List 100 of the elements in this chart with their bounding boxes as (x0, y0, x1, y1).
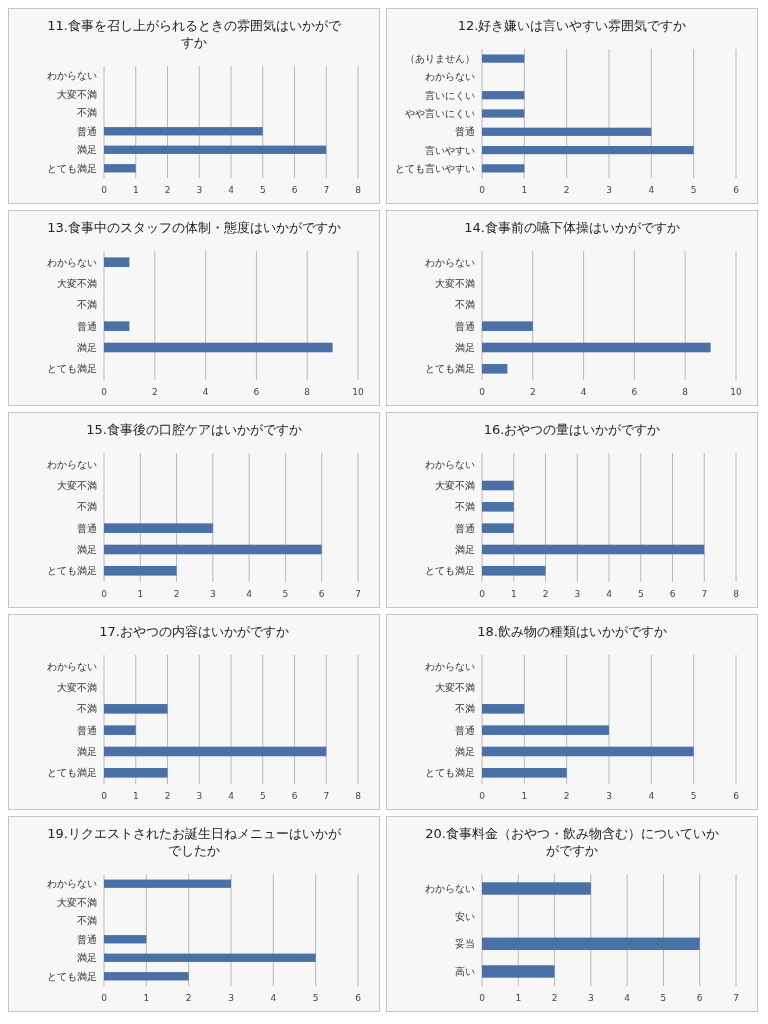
y-tick-label: 普通 (455, 126, 475, 138)
x-tick-label: 4 (228, 791, 235, 801)
x-tick-label: 0 (101, 791, 108, 801)
y-tick-label: 大変不満 (57, 278, 97, 290)
x-tick-label: 0 (101, 185, 108, 195)
y-tick-label: 普通 (455, 724, 475, 736)
x-tick-label: 1 (521, 791, 528, 801)
x-tick-label: 6 (318, 589, 325, 599)
x-tick-label: 0 (101, 387, 108, 397)
y-tick-label: 普通 (77, 724, 97, 736)
x-tick-label: 3 (228, 993, 234, 1003)
bar (482, 145, 694, 155)
y-tick-label: 満足 (77, 543, 97, 555)
y-tick-label: わからない (47, 660, 97, 672)
x-tick-label: 7 (701, 589, 708, 599)
x-tick-label: 2 (164, 791, 171, 801)
x-tick-label: 8 (355, 791, 362, 801)
y-tick-label: 普通 (77, 522, 97, 534)
bar (482, 364, 508, 374)
y-tick-label: とても満足 (47, 363, 97, 375)
x-tick-label: 5 (282, 589, 289, 599)
x-tick-label: 4 (648, 185, 655, 195)
y-tick-label: 言いやすい (425, 144, 475, 156)
bar (104, 127, 263, 136)
x-tick-label: 3 (209, 589, 216, 599)
bar (482, 54, 525, 63)
x-tick-label: 8 (733, 589, 740, 599)
x-tick-label: 7 (355, 589, 361, 599)
x-tick-label: 0 (479, 185, 486, 195)
y-tick-label: とても満足 (47, 767, 97, 779)
x-tick-label: 6 (696, 993, 703, 1003)
y-tick-label: 普通 (77, 933, 97, 945)
x-tick-label: 1 (143, 993, 150, 1003)
y-tick-label: 満足 (455, 543, 475, 555)
chart-title: 19.リクエストされたお誕生日ねメニューはいかがでしたか (47, 826, 342, 858)
chart-title: 15.食事後の口腔ケアはいかがですか (86, 422, 302, 437)
y-tick-label: 高い (455, 965, 475, 977)
x-tick-label: 6 (631, 387, 638, 397)
bar (482, 882, 591, 895)
bar (104, 523, 213, 533)
x-tick-label: 3 (606, 791, 612, 801)
y-tick-label: 大変不満 (435, 682, 475, 694)
y-tick-label: わからない (425, 458, 475, 470)
y-tick-label: わからない (47, 256, 97, 268)
x-tick-label: 2 (185, 993, 192, 1003)
x-tick-label: 10 (730, 387, 742, 397)
x-tick-label: 8 (355, 185, 362, 195)
y-tick-label: 妥当 (455, 938, 475, 950)
x-tick-label: 6 (253, 387, 260, 397)
y-tick-label: 満足 (77, 745, 97, 757)
x-tick-label: 2 (563, 185, 570, 195)
x-tick-label: 8 (304, 387, 311, 397)
x-tick-label: 5 (259, 791, 266, 801)
y-tick-label: とても満足 (47, 162, 97, 174)
bar (104, 972, 189, 981)
bar (482, 480, 514, 491)
y-tick-label: とても満足 (47, 970, 97, 982)
bar (104, 544, 322, 555)
y-tick-label: わからない (425, 256, 475, 268)
bar (482, 704, 525, 714)
x-tick-label: 2 (563, 791, 570, 801)
x-tick-label: 7 (323, 791, 330, 801)
bar (482, 523, 514, 533)
x-tick-label: 7 (733, 993, 739, 1003)
x-tick-label: 2 (529, 387, 536, 397)
x-tick-label: 4 (648, 791, 655, 801)
x-tick-label: 2 (173, 589, 180, 599)
y-tick-label: とても満足 (47, 565, 97, 577)
bar (482, 544, 705, 555)
y-tick-label: 満足 (455, 341, 475, 353)
y-tick-label: 言いにくい (425, 89, 475, 101)
x-tick-label: 4 (202, 387, 209, 397)
x-tick-label: 1 (521, 185, 528, 195)
x-tick-label: 3 (574, 589, 581, 599)
y-tick-label: 満足 (77, 341, 97, 353)
x-tick-label: 3 (196, 185, 203, 195)
y-tick-label: わからない (425, 71, 475, 83)
x-tick-label: 6 (733, 185, 740, 195)
bar (482, 164, 525, 173)
x-tick-label: 5 (312, 993, 319, 1003)
y-tick-label: 不満 (77, 299, 97, 311)
y-tick-label: 大変不満 (435, 278, 475, 290)
x-tick-label: 6 (291, 185, 298, 195)
y-tick-label: わからない (47, 878, 97, 890)
y-tick-label: 安い (455, 910, 475, 922)
bar (104, 704, 168, 714)
x-tick-label: 4 (606, 589, 613, 599)
x-tick-label: 1 (137, 589, 144, 599)
y-tick-label: とても満足 (425, 565, 475, 577)
x-tick-label: 3 (587, 993, 594, 1003)
bar (104, 935, 147, 944)
x-tick-label: 5 (637, 589, 644, 599)
x-tick-label: 2 (151, 387, 158, 397)
x-tick-label: 4 (270, 993, 277, 1003)
x-tick-label: 0 (101, 993, 108, 1003)
bar (482, 91, 525, 100)
chart-title: 20.食事料金（おやつ・飲み物含む）についていかがですか (425, 826, 719, 858)
chart-title: 11.食事を召し上がられるときの雰囲気はいかがですか (47, 18, 342, 50)
y-tick-label: 不満 (455, 501, 475, 513)
bar (482, 937, 700, 951)
